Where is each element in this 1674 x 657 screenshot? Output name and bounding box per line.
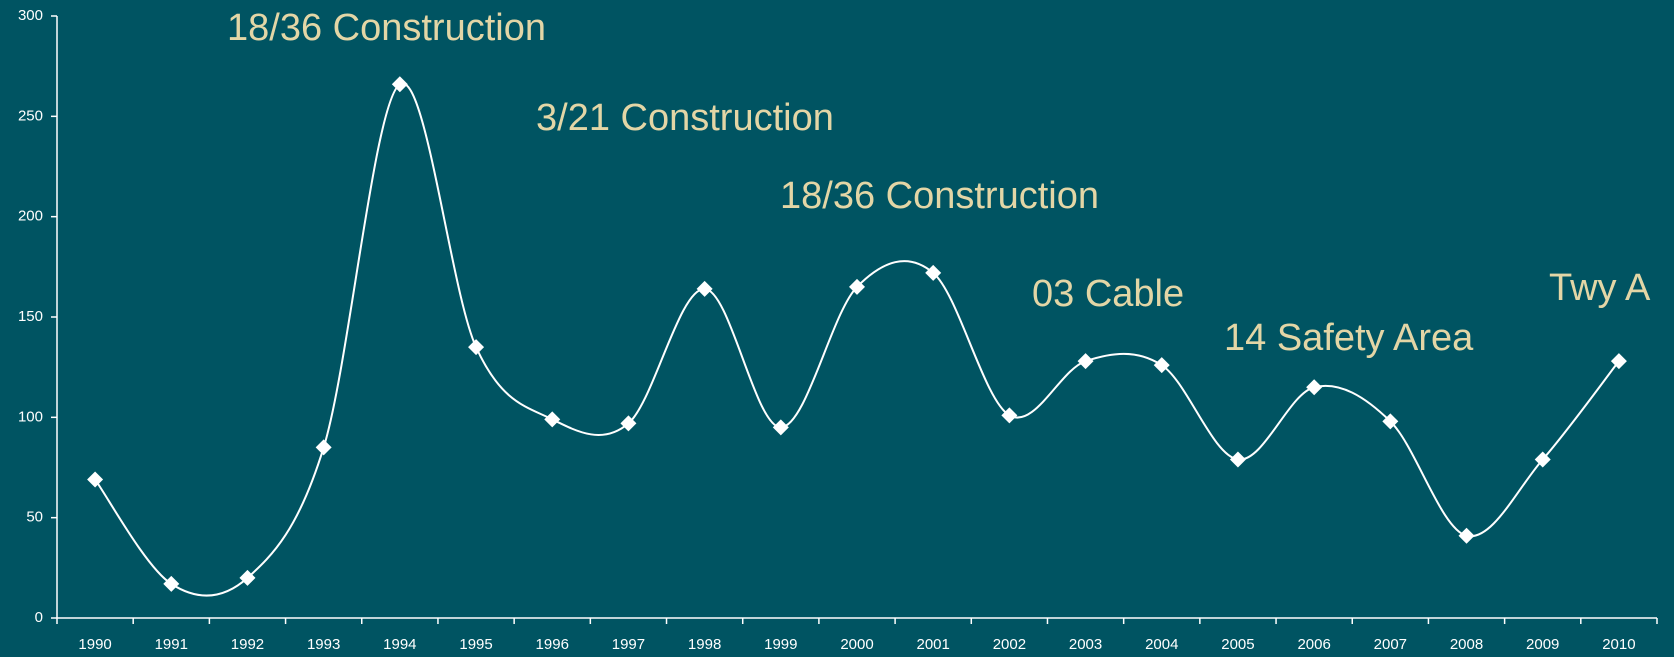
x-tick-label: 2007: [1374, 636, 1407, 653]
x-tick-label: 2003: [1069, 636, 1102, 653]
marker: [772, 419, 789, 436]
x-tick-label: 2005: [1221, 636, 1254, 653]
y-tick-label: 0: [35, 609, 43, 626]
marker: [163, 575, 180, 592]
y-tick-label: 100: [18, 408, 43, 425]
x-tick-label: 2002: [993, 636, 1026, 653]
marker: [1229, 451, 1246, 468]
annotation: 18/36 Construction: [780, 175, 1099, 217]
x-tick-label: 2004: [1145, 636, 1178, 653]
marker: [1382, 413, 1399, 430]
y-tick-label: 200: [18, 208, 43, 225]
x-tick-label: 2010: [1602, 636, 1635, 653]
marker: [1610, 353, 1627, 370]
y-tick-label: 250: [18, 107, 43, 124]
marker: [468, 339, 485, 356]
x-tick-label: 1994: [383, 636, 416, 653]
x-tick-label: 2009: [1526, 636, 1559, 653]
marker: [1077, 353, 1094, 370]
marker: [925, 264, 942, 281]
x-tick-label: 2008: [1450, 636, 1483, 653]
x-tick-label: 2000: [840, 636, 873, 653]
x-tick-label: 1992: [231, 636, 264, 653]
x-tick-label: 1991: [155, 636, 188, 653]
annotation: 18/36 Construction: [227, 7, 546, 49]
x-tick-label: 1996: [536, 636, 569, 653]
marker: [1001, 407, 1018, 424]
x-tick-label: 1997: [612, 636, 645, 653]
x-tick-label: 2001: [917, 636, 950, 653]
annotation: 3/21 Construction: [536, 97, 834, 139]
marker: [1153, 357, 1170, 374]
x-tick-label: 1998: [688, 636, 721, 653]
x-tick-label: 1999: [764, 636, 797, 653]
marker: [620, 415, 637, 432]
x-tick-label: 2006: [1297, 636, 1330, 653]
marker: [315, 439, 332, 456]
marker: [239, 569, 256, 586]
marker: [1306, 379, 1323, 396]
marker: [87, 471, 104, 488]
marker: [1458, 527, 1475, 544]
x-tick-label: 1990: [78, 636, 111, 653]
marker: [696, 280, 713, 297]
annotation: Twy A: [1549, 267, 1651, 309]
line: [94, 82, 1620, 597]
annotation: 14 Safety Area: [1224, 317, 1474, 359]
y-tick-label: 150: [18, 308, 43, 325]
y-tick-label: 50: [26, 509, 43, 526]
marker: [1534, 451, 1551, 468]
x-tick-label: 1993: [307, 636, 340, 653]
marker: [544, 411, 561, 428]
x-tick-label: 1995: [459, 636, 492, 653]
annotation: 03 Cable: [1032, 273, 1184, 315]
y-tick-label: 300: [18, 7, 43, 24]
marker: [391, 76, 408, 93]
marker: [849, 278, 865, 295]
